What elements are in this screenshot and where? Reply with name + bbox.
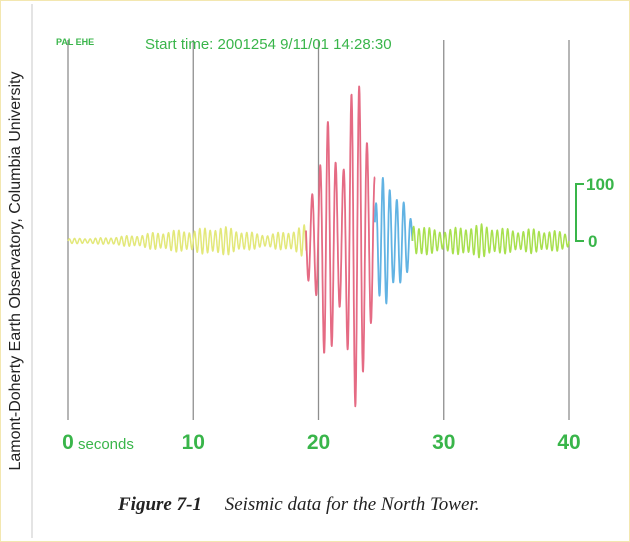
seismic-trace-segment-2 bbox=[305, 85, 376, 408]
x-tick-label-30: 30 bbox=[432, 431, 455, 454]
scale-label-0: 0 bbox=[588, 232, 597, 251]
x-tick-label-40: 40 bbox=[557, 431, 580, 454]
amplitude-scale-bracket bbox=[575, 183, 584, 242]
x-unit-label: seconds bbox=[78, 436, 134, 453]
station-label: PAL EHE bbox=[56, 37, 94, 47]
x-tick-label-10: 10 bbox=[182, 431, 205, 454]
x-tick-labels: 0 10 20 30 40 bbox=[62, 431, 581, 454]
seismic-traces bbox=[67, 85, 570, 408]
figure-label: Figure 7-1 bbox=[118, 494, 202, 515]
seismic-trace-segment-1 bbox=[67, 224, 307, 257]
amplitude-scale-bar bbox=[575, 183, 584, 242]
seismogram-chart: 0 10 20 30 40 seconds PAL EHE Start time: 20… bbox=[56, 36, 614, 454]
seismic-trace-segment-4 bbox=[411, 223, 570, 259]
image-credit: Lamont-Doherty Earth Observatory, Columb… bbox=[7, 71, 24, 471]
gridlines bbox=[67, 40, 570, 420]
caption-text: Seismic data for the North Tower. bbox=[224, 494, 480, 515]
x-tick-label-0: 0 bbox=[62, 431, 74, 454]
seismic-trace-segment-3 bbox=[374, 177, 414, 305]
scale-label-100: 100 bbox=[586, 175, 614, 194]
x-tick-label-20: 20 bbox=[307, 431, 330, 454]
figure-caption: Figure 7-1 Seismic data for the North To… bbox=[118, 494, 479, 516]
chart-title: Start time: 2001254 9/11/01 14:28:30 bbox=[145, 36, 392, 53]
